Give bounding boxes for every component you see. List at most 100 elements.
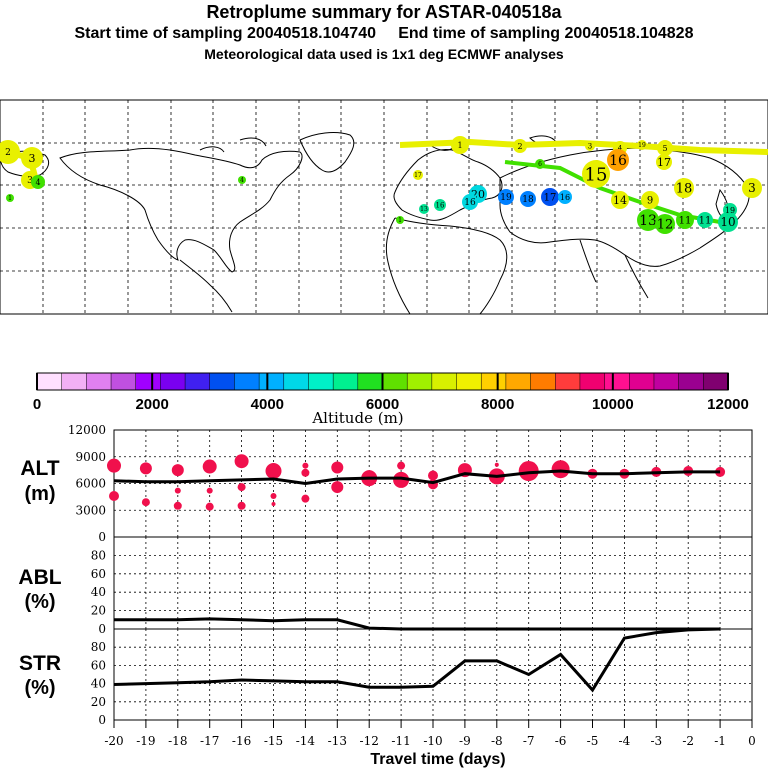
abl-ytick-label: 80: [91, 548, 106, 562]
x-tick-label: -12: [360, 734, 379, 748]
plume-cluster-label: 5: [662, 144, 667, 153]
plume-cluster-label: 2: [517, 142, 522, 151]
abl-ytick-label: 60: [91, 567, 106, 581]
colorbar-tick-label: 0: [33, 396, 41, 413]
alt-cluster-point: [331, 481, 344, 494]
plume-cluster-point: [585, 141, 595, 151]
x-tick-label: -7: [523, 734, 535, 748]
plume-cluster-point: [637, 140, 647, 150]
x-tick-label: -15: [264, 734, 283, 748]
alt-unit: (m): [24, 483, 55, 505]
plume-cluster-point: [637, 209, 659, 231]
plume-cluster-label: 2: [5, 148, 11, 158]
x-tick-label: -17: [200, 734, 219, 748]
str-panel: 0 20 40 60 80 STR (%): [19, 627, 753, 727]
alt-cluster-point: [109, 490, 119, 501]
colorbar-swatch: [579, 372, 606, 391]
plume-cluster-point: [513, 139, 527, 153]
plume-cluster-point: [656, 154, 672, 170]
alt-cluster-point: [270, 492, 277, 499]
plume-cluster-point: [413, 170, 423, 180]
alt-cluster-point: [271, 502, 276, 507]
plume-cluster-label: 4: [618, 144, 623, 152]
x-tick-label: -6: [555, 734, 567, 748]
alt-ytick-label: 0: [98, 530, 106, 544]
map-graticule: [0, 100, 768, 314]
plume-cluster-label: 16: [609, 153, 627, 169]
colorbar-swatch: [283, 372, 310, 391]
colorbar-swatch: [135, 372, 162, 391]
alt-cluster-point: [494, 462, 499, 467]
alt-cluster-point: [301, 468, 310, 477]
x-tick-label: -11: [391, 734, 410, 748]
plume-cluster-label: 4: [240, 177, 244, 184]
alt-cluster-point: [141, 498, 150, 507]
plume-cluster-label: 19: [500, 193, 512, 203]
plume-cluster-point: [607, 149, 629, 171]
colorbar-swatch: [209, 372, 236, 391]
plume-cluster-label: 1: [8, 195, 12, 202]
x-tick-label: -20: [104, 734, 123, 748]
colorbar-swatch: [406, 372, 433, 391]
str-line: [113, 627, 721, 693]
x-tick-label: -18: [168, 734, 187, 748]
plume-cluster-label: 13: [420, 206, 428, 213]
alt-cluster-point: [139, 462, 152, 475]
alt-cluster-point: [234, 454, 249, 469]
alt-cluster-point: [171, 464, 184, 477]
alt-cluster-point: [173, 501, 182, 510]
plume-cluster-label: 13: [639, 213, 657, 229]
str-unit: (%): [24, 677, 55, 699]
x-tick-label: -4: [619, 734, 631, 748]
plume-cluster-point: [655, 214, 675, 234]
x-tick-label: -8: [491, 734, 503, 748]
plume-cluster-label: 11: [699, 216, 712, 227]
x-tick-label: -3: [650, 734, 662, 748]
colorbar-tick-label: 4000: [251, 396, 284, 413]
plume-cluster-point: [21, 147, 43, 169]
alt-label: ALT: [20, 457, 59, 480]
plume-cluster-point: [657, 140, 673, 156]
str-ytick-label: 0: [98, 713, 106, 727]
x-tick-label: -14: [296, 734, 316, 748]
plume-path-upper: [399, 138, 768, 155]
plume-cluster-label: 11: [679, 216, 692, 227]
plume-cluster-point: [641, 191, 659, 209]
alt-cluster-point: [107, 458, 121, 473]
plume-cluster-label: 19: [638, 142, 646, 149]
x-tick-label: -9: [459, 734, 471, 748]
x-axis-title: Travel time (days): [370, 751, 505, 768]
colorbar-tick-label: 10000: [592, 396, 634, 413]
plume-cluster-label: 1: [398, 217, 402, 224]
plume-cluster-point: [498, 189, 514, 205]
plume-cluster-label: 14: [613, 194, 627, 207]
colorbar-swatch: [184, 372, 211, 391]
plume-cluster-point: [419, 204, 429, 214]
x-tick-label: -13: [328, 734, 347, 748]
alt-cluster-point: [205, 502, 214, 511]
colorbar-swatch: [332, 372, 359, 391]
plume-cluster-label: 17: [657, 156, 671, 169]
plume-cluster-point: [541, 188, 559, 206]
alt-cluster-point: [265, 463, 282, 480]
x-tick-label: -16: [232, 734, 251, 748]
colorbar-swatch: [678, 372, 705, 391]
plume-cluster-point: [674, 178, 694, 198]
plume-cluster-point: [434, 199, 446, 211]
alt-cluster-point: [237, 483, 246, 492]
plume-cluster-label: 4: [35, 178, 40, 187]
plume-cluster-point: [676, 211, 694, 229]
plume-cluster-point: [718, 212, 738, 232]
plume-cluster-point: [462, 194, 478, 210]
colorbar-tick-label: 8000: [481, 396, 514, 413]
colorbar-swatch: [308, 372, 334, 391]
plume-cluster-label: 3: [27, 176, 33, 186]
colorbar-swatch: [480, 372, 507, 391]
x-tick-label: -2: [682, 734, 694, 748]
plume-cluster-point: [396, 216, 404, 224]
alt-mean-line: [113, 469, 721, 486]
x-tick-label: -1: [714, 734, 726, 748]
colorbar-swatch: [382, 372, 408, 391]
plume-cluster-point: [520, 191, 536, 207]
